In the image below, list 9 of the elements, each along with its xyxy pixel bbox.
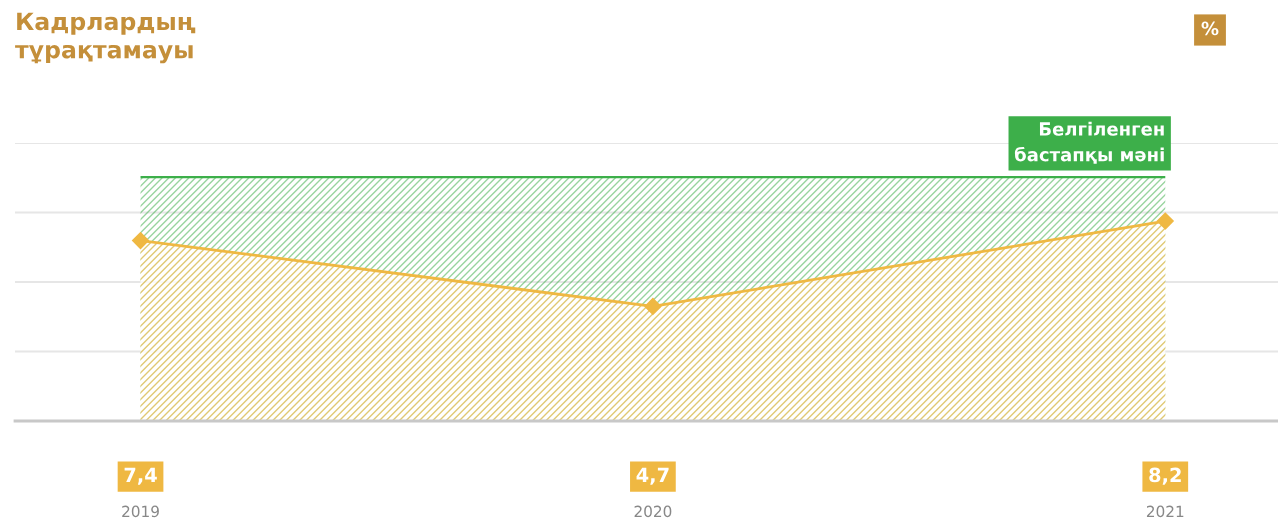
text: %	[1201, 21, 1219, 36]
ref-line-label: Белгіленген бастапқы мəні	[1014, 121, 1164, 164]
x-tick-label: 2019	[122, 505, 159, 518]
chart-title: Кадрлардың тұрақтамауы	[15, 12, 196, 64]
data-label: 4,7	[636, 467, 669, 485]
x-tick-label: 2021	[1146, 505, 1184, 518]
data-label: 8,2	[1149, 467, 1181, 485]
x-tick-label: 2020	[634, 505, 672, 518]
data-label: 7,4	[124, 467, 157, 485]
